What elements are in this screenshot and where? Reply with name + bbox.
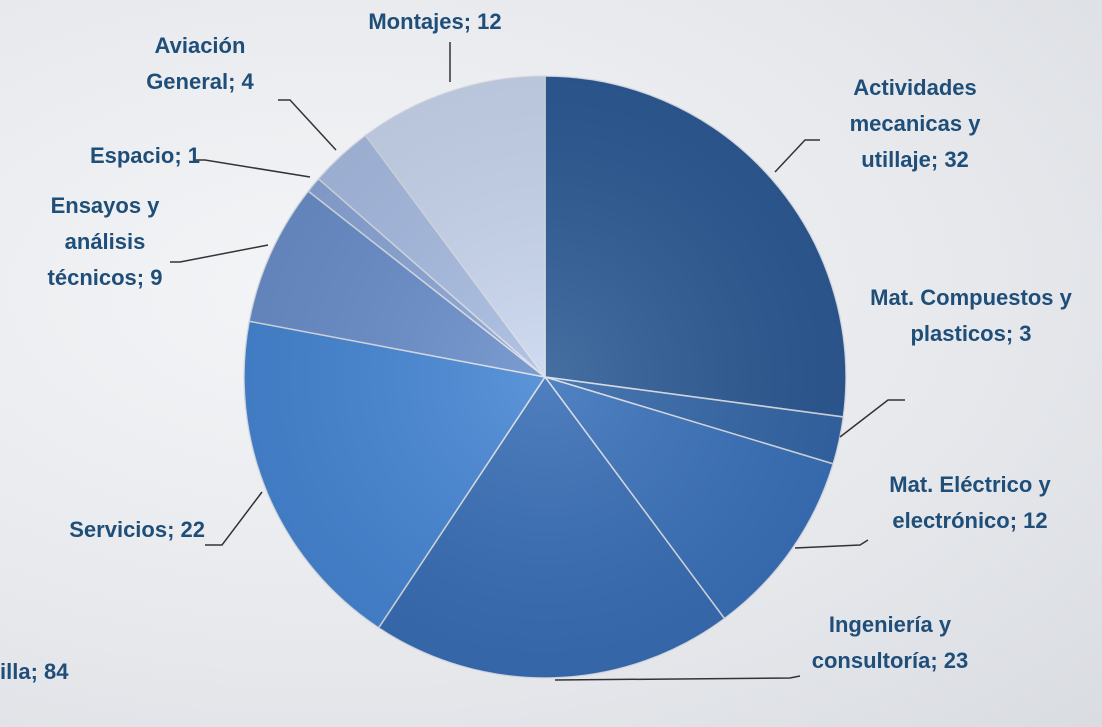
data-label: Actividades mecanicas y utillaje; 32 bbox=[849, 75, 981, 172]
data-label: Montajes; 12 bbox=[368, 9, 502, 34]
data-label: Ensayos y análisis técnicos; 9 bbox=[47, 193, 163, 290]
data-label: Mat. Compuestos y plasticos; 3 bbox=[870, 285, 1072, 346]
pie bbox=[243, 75, 847, 679]
leader-lines bbox=[170, 42, 905, 681]
data-label: Aviación General; 4 bbox=[146, 33, 254, 94]
data-label: Mat. Eléctrico y electrónico; 12 bbox=[889, 472, 1051, 533]
annotation: illa; 84 bbox=[0, 659, 69, 684]
data-label: Espacio; 1 bbox=[89, 143, 200, 168]
data-label: Ingeniería y consultoría; 23 bbox=[811, 612, 969, 673]
pie-slice bbox=[544, 75, 847, 418]
data-label: Servicios; 22 bbox=[69, 517, 205, 542]
